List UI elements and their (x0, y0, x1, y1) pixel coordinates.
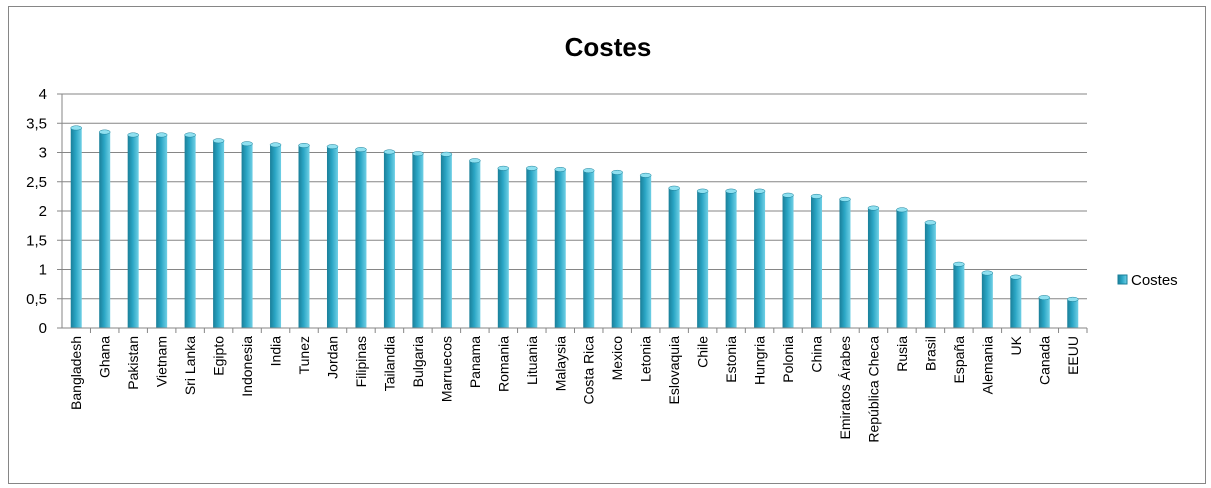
bar (469, 158, 481, 328)
x-tick-label: Filipinas (353, 336, 369, 387)
y-tick-label: 0 (39, 320, 47, 337)
x-tick-label: Alemania (979, 336, 995, 395)
bar (639, 172, 652, 328)
x-tick-label: Egipto (211, 336, 227, 376)
y-axis-ticks: 0 0,5 1 1,5 2 2,5 3 3,5 4 (26, 86, 62, 337)
bar (810, 193, 823, 328)
bar (896, 207, 908, 328)
x-tick-label: Lituania (524, 336, 540, 385)
x-tick-label: Tailandia (381, 336, 397, 391)
chart-title: Costes (565, 32, 652, 62)
x-tick-label: Eslovaquia (666, 336, 682, 405)
bar (298, 143, 310, 328)
bar (184, 132, 196, 328)
y-tick-label: 0,5 (26, 291, 47, 308)
x-tick-label: España (951, 336, 967, 384)
x-tick-label: Bulgaria (410, 336, 426, 388)
bar (355, 147, 367, 328)
x-tick-label: Mexico (609, 336, 625, 381)
bar (127, 132, 139, 328)
x-tick-label: Bangladesh (68, 336, 84, 410)
y-tick-label: 3 (39, 145, 47, 162)
x-tick-label: Tunez (296, 336, 312, 374)
x-tick-label: India (268, 336, 284, 367)
x-tick-label: Pakistan (125, 336, 141, 390)
x-tick-label: Rusia (894, 336, 910, 372)
y-tick-label: 1,5 (26, 232, 47, 249)
x-tick-label: Letonia (638, 336, 654, 382)
axes (61, 94, 1087, 329)
bar (867, 205, 880, 328)
x-tick-label: Indonesia (239, 336, 255, 397)
bar (155, 132, 168, 328)
x-tick-label: China (809, 336, 825, 373)
x-tick-label: Romania (495, 336, 511, 392)
bar (839, 196, 851, 328)
bar (212, 138, 225, 328)
x-tick-label: Sri Lanka (182, 336, 198, 395)
y-tick-label: 1 (39, 262, 47, 279)
bar (924, 220, 937, 328)
bar (753, 188, 766, 328)
bar (696, 188, 709, 328)
legend-label: Costes (1131, 272, 1178, 289)
x-tick-label: Costa Rica (581, 336, 597, 405)
bar (582, 168, 595, 328)
bar (269, 142, 282, 328)
bar (611, 169, 623, 328)
x-tick-label: República Checa (865, 336, 881, 443)
bar (1010, 274, 1022, 328)
x-tick-label: Canada (1036, 336, 1052, 385)
bar (1067, 296, 1079, 328)
bar (725, 188, 737, 328)
legend-swatch (1117, 274, 1128, 285)
bar (1038, 295, 1051, 328)
bar (241, 141, 253, 328)
x-tick-label: Ghana (97, 336, 113, 378)
x-tick-label: UK (1008, 335, 1024, 355)
bar (70, 125, 82, 329)
bar (497, 165, 510, 328)
legend: Costes (1117, 272, 1178, 289)
chart-frame (8, 6, 1206, 484)
bars (70, 125, 1079, 329)
x-tick-label: EEUU (1065, 336, 1081, 375)
x-tick-label: Hungria (752, 336, 768, 385)
x-tick-label: Brasil (922, 336, 938, 371)
x-tick-label: Jordan (324, 336, 340, 379)
bar (98, 129, 111, 328)
y-tick-label: 4 (39, 86, 47, 103)
bar (554, 167, 567, 328)
bar (981, 270, 994, 328)
y-tick-label: 2 (39, 203, 47, 220)
x-axis-labels: Bangladesh Ghana Pakistan Vietnam Sri Lanka E… (68, 328, 1088, 443)
x-tick-label: Marruecos (438, 336, 454, 402)
bar (412, 151, 424, 328)
x-tick-label: Panama (467, 336, 483, 388)
x-tick-label: Emiratos Árabes (837, 336, 853, 439)
x-tick-label: Chile (695, 336, 711, 368)
bar (526, 165, 538, 328)
bar (782, 192, 794, 328)
x-tick-label: Malaysia (552, 336, 568, 391)
y-tick-label: 3,5 (26, 115, 47, 132)
bar (326, 144, 339, 328)
bar (668, 185, 680, 328)
bar (953, 261, 965, 328)
x-tick-label: Polonia (780, 336, 796, 383)
bar (440, 151, 453, 328)
x-tick-label: Vietnam (154, 336, 170, 387)
y-tick-label: 2,5 (26, 174, 47, 191)
x-tick-label: Estonia (723, 336, 739, 383)
bar (383, 149, 396, 328)
